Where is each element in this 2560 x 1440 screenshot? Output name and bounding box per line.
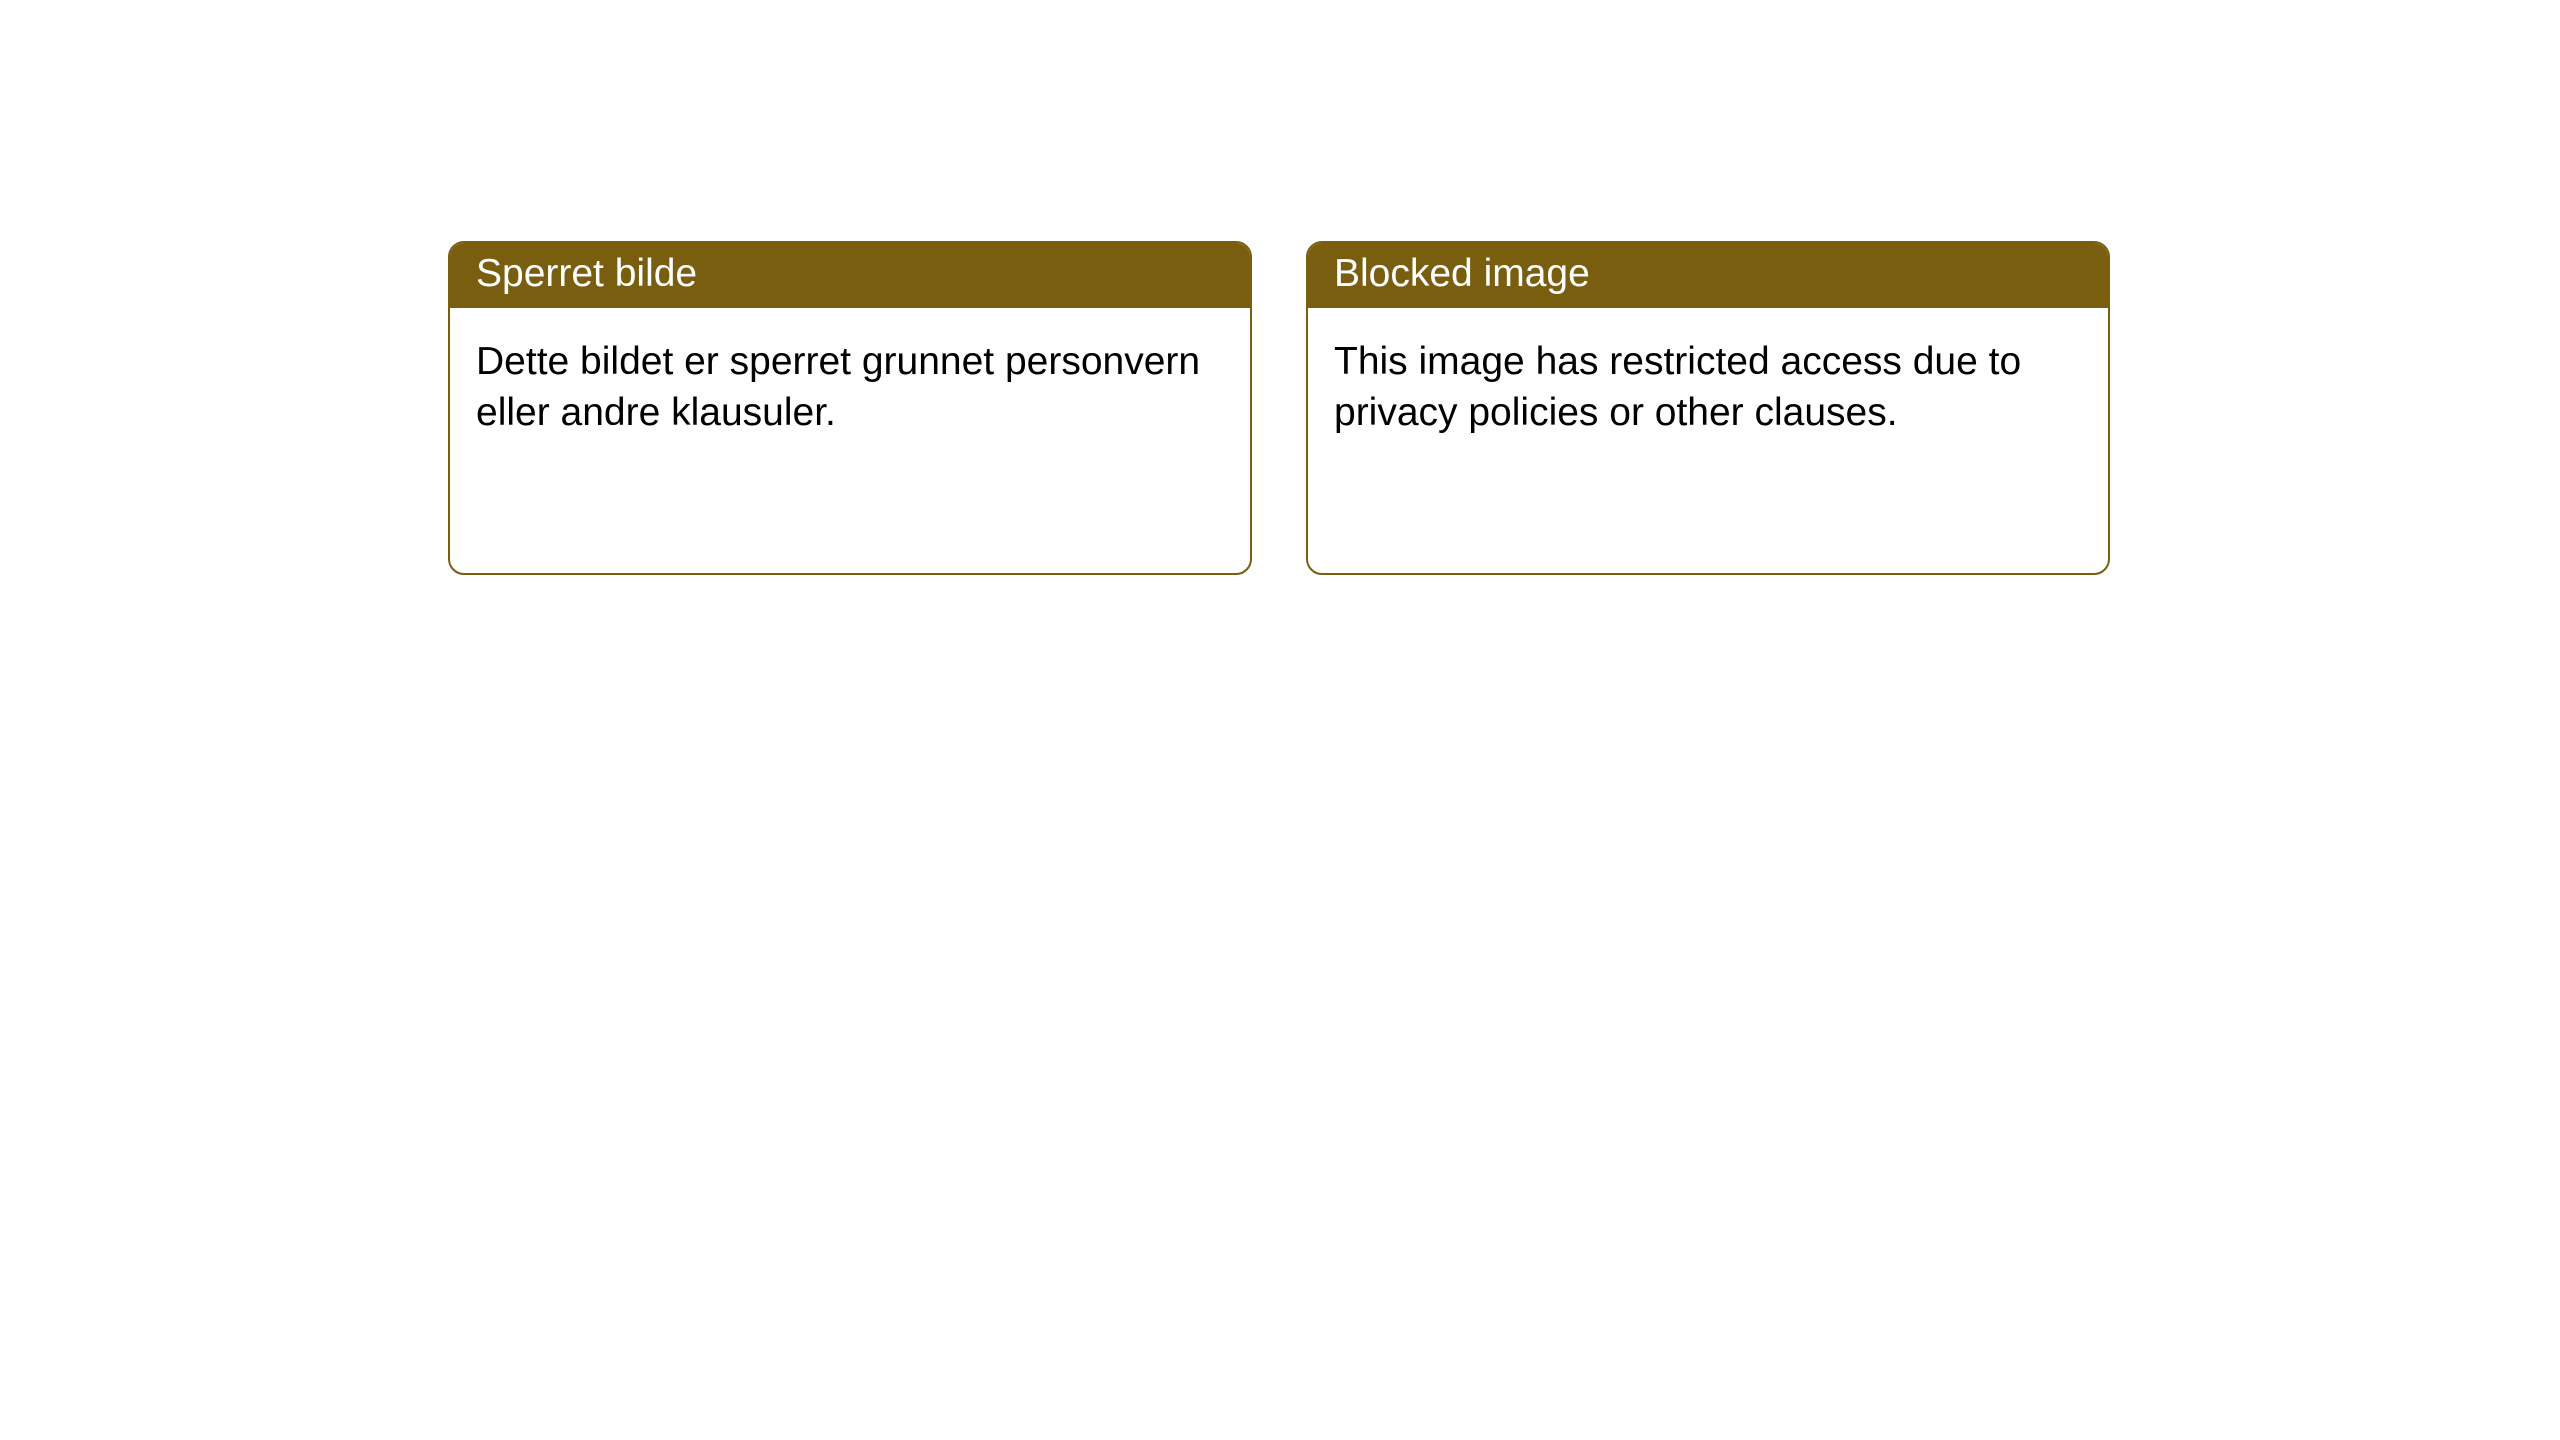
blocked-image-card-en: Blocked image This image has restricted … (1306, 241, 2110, 575)
card-title: Sperret bilde (476, 252, 697, 295)
card-message: This image has restricted access due to … (1334, 340, 2021, 434)
card-body: This image has restricted access due to … (1308, 308, 2108, 467)
card-body: Dette bildet er sperret grunnet personve… (450, 308, 1250, 467)
cards-container: Sperret bilde Dette bildet er sperret gr… (448, 241, 2110, 575)
card-title: Blocked image (1334, 252, 1590, 295)
blocked-image-card-no: Sperret bilde Dette bildet er sperret gr… (448, 241, 1252, 575)
card-header: Sperret bilde (450, 243, 1250, 308)
card-header: Blocked image (1308, 243, 2108, 308)
card-message: Dette bildet er sperret grunnet personve… (476, 340, 1200, 434)
